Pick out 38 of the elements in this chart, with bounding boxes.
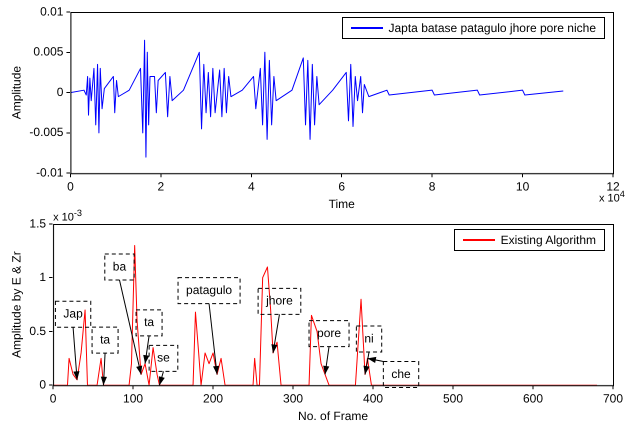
x-tick-label: 4 [248,180,255,194]
annotation: Jap [63,306,84,321]
y-tick-label: 0.5 [29,324,46,338]
y-tick-label: -0.01 [36,166,64,180]
x-axis-title: Time [328,197,356,212]
legend-label: Japta batase patagulo jhore pore niche [388,21,596,35]
y-tick-label: 1.5 [29,216,46,230]
y-axis-title: Amplitude by E & Zr [10,251,24,358]
y-tick-label: 1 [39,270,46,284]
x-tick-label: 300 [283,392,304,406]
x-tick-label: 100 [123,392,144,406]
y-tick-label: 0 [56,84,64,99]
x-tick-label: 500 [443,392,464,406]
x-axis-title: No. of Frame [298,409,368,424]
annotation: pore [317,326,342,340]
annotation: ba [112,259,126,274]
y-axis-title: Amplitude [10,66,24,120]
x-tick-label: 700 [602,392,624,406]
x-tick-label: 2 [158,180,165,194]
y-tick-label: 0.005 [33,44,64,59]
x-tick-label: 0 [67,180,74,194]
x-tick-label: 6 [338,180,346,194]
x-tick-label: 10 [516,180,530,194]
annotation: se [157,350,170,365]
annotation: patagulo [186,282,232,297]
annotation: ta [100,332,110,346]
annotation: ni [364,331,374,346]
annotation: ta [144,315,154,330]
y-tick-label: 0 [39,378,46,392]
annotation: che [391,366,412,381]
x-tick-label: 600 [522,392,544,406]
legend-label: Existing Algorithm [500,233,596,247]
x-tick-label: 8 [428,180,436,194]
y-tick-label: 0.01 [40,4,64,18]
y-tick-label: -0.005 [29,125,64,140]
x-tick-label: 400 [363,392,384,406]
x-tick-label: 200 [203,392,224,406]
text: x 10$^{-3}$ [53,208,82,224]
